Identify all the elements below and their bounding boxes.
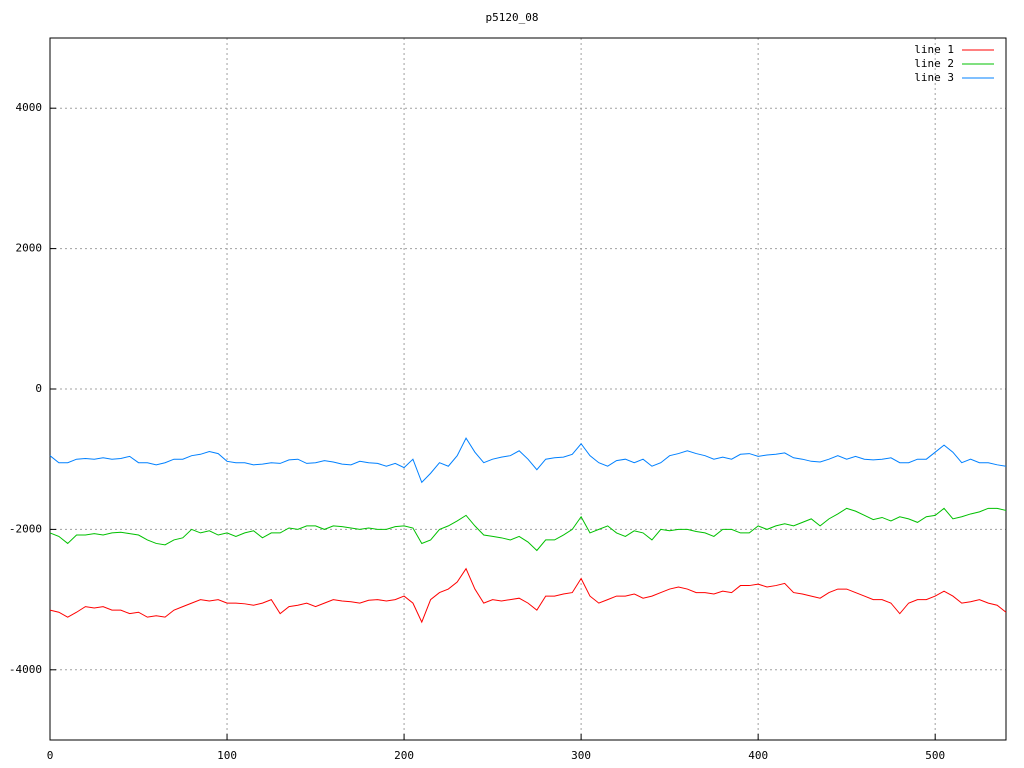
chart-title: p5120_08 xyxy=(486,11,539,24)
x-tick-label: 200 xyxy=(394,749,414,762)
x-tick-label: 0 xyxy=(47,749,54,762)
x-tick-label: 300 xyxy=(571,749,591,762)
legend-label: line 2 xyxy=(914,57,954,70)
y-tick-label: -2000 xyxy=(9,522,42,535)
data-line xyxy=(49,507,1007,552)
x-tick-label: 500 xyxy=(925,749,945,762)
data-line xyxy=(49,567,1007,624)
legend-label: line 3 xyxy=(914,71,954,84)
plot-border xyxy=(49,37,1007,741)
y-tick-label: 2000 xyxy=(16,242,43,255)
data-line xyxy=(49,437,1007,484)
y-tick-label: 4000 xyxy=(16,101,43,114)
legend-label: line 1 xyxy=(914,43,954,56)
y-tick-label: -4000 xyxy=(9,663,42,676)
x-tick-label: 100 xyxy=(217,749,237,762)
y-tick-label: 0 xyxy=(35,382,42,395)
x-tick-label: 400 xyxy=(748,749,768,762)
